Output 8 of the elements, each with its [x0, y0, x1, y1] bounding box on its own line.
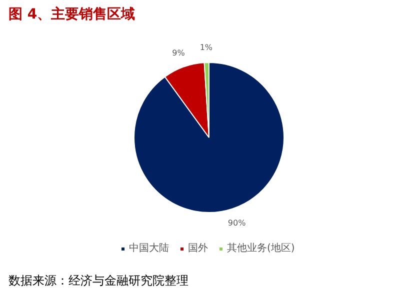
data-label: 1%: [200, 43, 213, 52]
data-label: 9%: [172, 48, 186, 58]
legend-label: 中国大陆: [129, 242, 169, 255]
legend-label: 其他业务(地区): [227, 242, 295, 255]
source-note: 数据来源：经济与金融研究院整理: [8, 274, 188, 288]
data-label: 90%: [228, 218, 246, 228]
chart-title: 图 4、主要销售区域: [8, 6, 136, 22]
legend-label: 国外: [188, 242, 208, 255]
